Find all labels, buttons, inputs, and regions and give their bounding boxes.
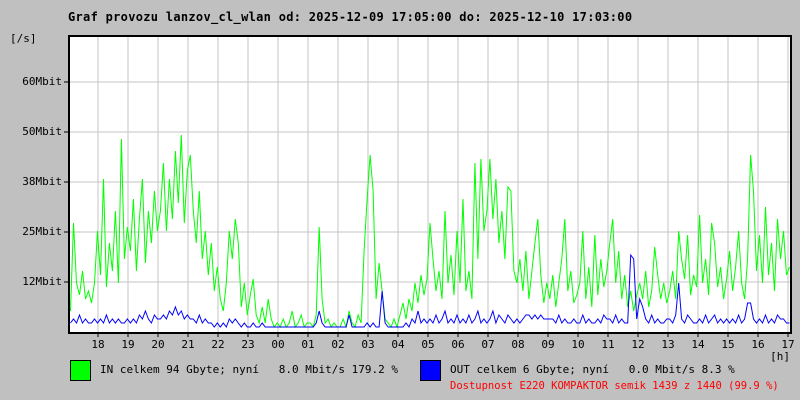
legend-out-swatch [420,360,441,381]
x-axis-label: 05 [421,338,435,351]
legend-in-label: IN celkem 94 Gbyte; nyní 8.0 Mbit/s 179.… [100,363,399,376]
y-axis-label: 50Mbit [22,125,62,138]
x-axis-label: 10 [571,338,585,351]
x-axis-label: 19 [121,338,135,351]
x-axis-label: 04 [391,338,405,351]
x-axis-label: 23 [241,338,255,351]
x-axis-label: 14 [691,338,705,351]
x-axis-label: 16 [751,338,765,351]
x-axis-unit-label: [h] [770,350,790,363]
y-axis-label: 12Mbit [22,275,62,288]
x-axis-label: 18 [91,338,105,351]
page-title: Graf provozu lanzov_cl_wlan od: 2025-12-… [68,10,633,24]
plot-border [68,35,792,334]
x-axis-label: 21 [181,338,195,351]
availability-text: Dostupnost E220 KOMPAKTOR semik 1439 z 1… [450,380,779,392]
x-axis-label: 02 [331,338,345,351]
x-axis-label: 06 [451,338,465,351]
x-axis-label: 07 [481,338,495,351]
x-axis-label: 13 [661,338,675,351]
x-axis-label: 11 [601,338,615,351]
x-axis-label: 03 [361,338,375,351]
x-axis-label: 08 [511,338,525,351]
x-axis-label: 12 [631,338,645,351]
x-axis-label: 09 [541,338,555,351]
y-axis-label: 60Mbit [22,75,62,88]
x-axis-label: 01 [301,338,315,351]
series-out [70,253,790,329]
x-axis-label: 17 [781,338,795,351]
x-axis-label: 20 [151,338,165,351]
x-axis-label: 22 [211,338,225,351]
legend-in-swatch [70,360,91,381]
y-axis-unit-label: [/s] [10,32,37,45]
x-axis-label: 15 [721,338,735,351]
series-in [70,134,790,329]
y-axis-label: 25Mbit [22,225,62,238]
y-axis-label: 38Mbit [22,175,62,188]
x-axis-label: 00 [271,338,285,351]
legend-out-label: OUT celkem 6 Gbyte; nyní 0.0 Mbit/s 8.3 … [450,363,735,376]
